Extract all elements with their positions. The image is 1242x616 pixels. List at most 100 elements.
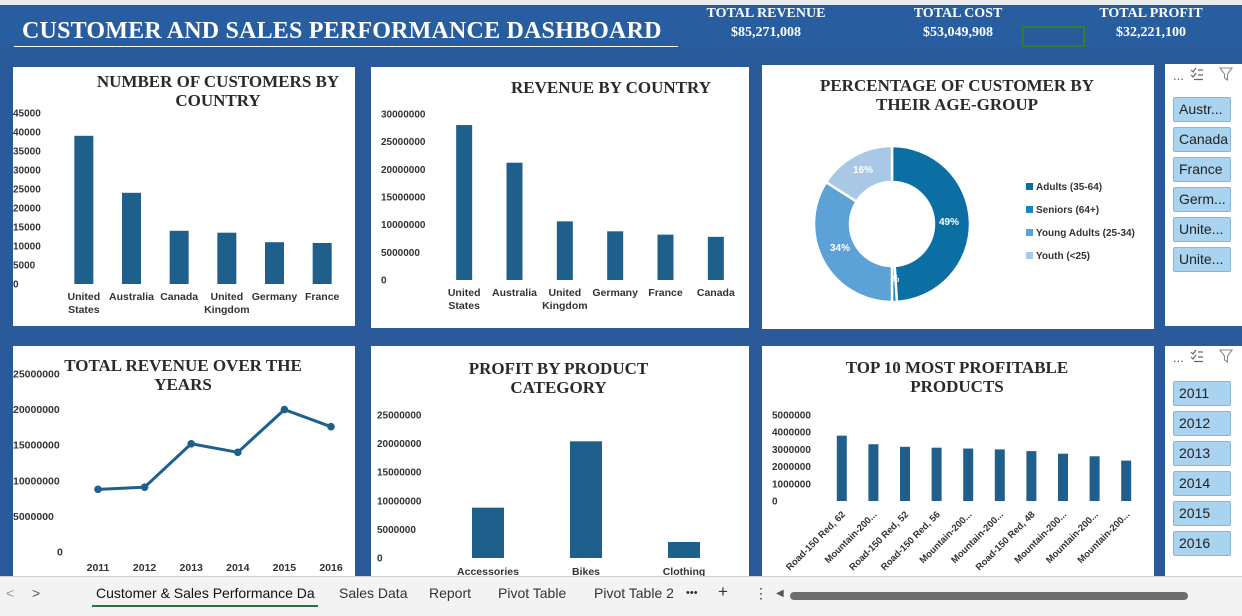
slicer-item-canada[interactable]: Canada [1173, 127, 1231, 152]
x-tick-label: 2016 [319, 562, 343, 574]
y-tick-label: 3000000 [772, 445, 811, 456]
more-sheets-button[interactable]: ••• [686, 587, 698, 599]
bar [836, 435, 847, 501]
x-tick-label: Australia [109, 291, 154, 303]
legend-swatch [1026, 229, 1033, 236]
chart-title: PERCENTAGE OF CUSTOMER BY THEIR AGE-GROU… [819, 76, 1095, 114]
chart-title: PROFIT BY PRODUCT CATEGORY [468, 359, 649, 397]
line-point [280, 405, 289, 414]
tab-report[interactable]: Report [429, 585, 472, 601]
x-tick-label: 2011 [87, 562, 110, 574]
y-tick-label: 4000000 [772, 428, 811, 439]
legend-swatch [1026, 206, 1033, 213]
y-tick-label: 35000 [13, 147, 41, 158]
scroll-left-button[interactable]: ◀ [776, 588, 784, 599]
profit-by-category-panel[interactable]: PROFIT BY PRODUCT CATEGORY 25000000 20000… [371, 346, 749, 580]
active-tab-indicator [92, 605, 318, 607]
y-tick-label: 0 [13, 280, 19, 291]
x-tick-label: Australia [492, 287, 537, 299]
dashboard-title: CUSTOMER AND SALES PERFORMANCE DASHBOARD [22, 18, 662, 44]
title-underline [14, 46, 678, 47]
y-tick-label: 5000000 [772, 411, 811, 422]
x-tick-label: States [68, 304, 100, 316]
y-tick-label: 15000000 [381, 193, 426, 204]
revenue-over-years-panel[interactable]: TOTAL REVENUE OVER THE YEARS 25000000 200… [13, 346, 355, 580]
kpi-value: $53,049,908 [923, 25, 993, 40]
year-slicer[interactable]: ... 2011 2012 2013 2014 2015 2016 [1165, 346, 1242, 578]
tab-customer-sales-dashboard[interactable]: Customer & Sales Performance Da [96, 585, 315, 601]
slicer-item-2012[interactable]: 2012 [1173, 411, 1231, 436]
prev-sheet-button[interactable]: < [6, 585, 15, 601]
clear-filter-icon[interactable] [1219, 67, 1233, 81]
y-tick-label: 45000 [13, 109, 41, 120]
slicer-item-2011[interactable]: 2011 [1173, 381, 1231, 406]
options-button[interactable]: ⋮ [754, 585, 768, 601]
slicer-item-2013[interactable]: 2013 [1173, 441, 1231, 466]
y-tick-label: 5000000 [381, 248, 420, 259]
line-point [327, 422, 335, 431]
x-tick-label: 2012 [133, 562, 157, 574]
add-sheet-button[interactable]: + [718, 582, 728, 601]
kpi-label: TOTAL REVENUE [706, 6, 826, 21]
line-point [94, 485, 102, 494]
x-tick-label: Road-150 Red, 48 [974, 509, 1038, 573]
age-group-panel[interactable]: PERCENTAGE OF CUSTOMER BY THEIR AGE-GROU… [762, 65, 1154, 329]
x-tick-label: Accessories [457, 566, 519, 578]
slicer-item-france[interactable]: France [1173, 157, 1231, 182]
profit-by-category-chart: 25000000 20000000 15000000 10000000 5000000 0… [377, 411, 705, 579]
age-group-donut-chart: 49%1%34%16%Adults (35-64)Seniors (64+)Yo… [812, 144, 1135, 304]
bar [1089, 456, 1100, 501]
multi-select-icon[interactable] [1190, 349, 1204, 363]
bar [472, 507, 504, 558]
tab-pivot-table[interactable]: Pivot Table [498, 585, 567, 601]
slicer-item-2014[interactable]: 2014 [1173, 471, 1231, 496]
bar [668, 541, 700, 558]
bar [1121, 460, 1132, 501]
slicer-item-2016[interactable]: 2016 [1173, 531, 1231, 556]
dashboard-header [0, 0, 1242, 46]
x-tick-label: United [210, 291, 243, 303]
y-tick-label: 20000000 [381, 165, 426, 176]
x-tick-label: Canada [697, 287, 735, 299]
bar [265, 242, 284, 284]
horizontal-scrollbar[interactable] [790, 592, 1188, 600]
clear-filter-icon[interactable] [1219, 349, 1233, 363]
chart-title: REVENUE BY COUNTRY [511, 78, 711, 97]
revenue-by-country-panel[interactable]: REVENUE BY COUNTRY 30000000 25000000 20000… [371, 67, 749, 328]
x-tick-label: Germany [252, 291, 298, 303]
x-tick-label: United [448, 287, 481, 299]
country-slicer[interactable]: ... Austr... Canada France Germ... Unite… [1165, 64, 1242, 326]
top-products-panel[interactable]: TOP 10 MOST PROFITABLE PRODUCTS 5000000 4… [762, 346, 1154, 580]
y-tick-label: 10000000 [381, 220, 426, 231]
x-tick-label: Kingdom [542, 300, 588, 312]
y-tick-label: 20000 [13, 204, 41, 215]
x-tick-label: 2014 [226, 562, 250, 574]
bar [1058, 453, 1068, 501]
y-tick-label: 2000000 [772, 462, 811, 473]
y-tick-label: 10000000 [377, 496, 422, 507]
next-sheet-button[interactable]: > [32, 585, 41, 601]
legend-label: Young Adults (25-34) [1036, 228, 1135, 239]
bar [312, 242, 332, 284]
slicer-item-germany[interactable]: Germ... [1173, 187, 1231, 212]
y-tick-label: 25000000 [381, 137, 426, 148]
tab-sales-data[interactable]: Sales Data [339, 585, 408, 601]
slice-label: 49% [939, 217, 959, 228]
slicer-item-united-kingdom[interactable]: Unite... [1173, 217, 1231, 242]
tab-pivot-table-2[interactable]: Pivot Table 2 [594, 585, 674, 601]
slicer-item-united-states[interactable]: Unite... [1173, 247, 1231, 272]
slicer-item-2015[interactable]: 2015 [1173, 501, 1231, 526]
y-tick-label: 10000 [13, 242, 41, 253]
y-tick-label: 1000000 [772, 479, 811, 490]
multi-select-icon[interactable] [1190, 67, 1204, 81]
slicer-header: ... [1173, 350, 1184, 365]
legend-swatch [1026, 183, 1033, 190]
slicer-item-australia[interactable]: Austr... [1173, 97, 1231, 122]
customers-by-country-panel[interactable]: NUMBER OF CUSTOMERS BY COUNTRY 45000 4000… [13, 67, 355, 326]
bar [657, 234, 674, 280]
y-tick-label: 0 [772, 497, 778, 508]
y-tick-label: 5000 [13, 261, 36, 272]
x-tick-label: Bikes [572, 566, 600, 578]
bar [169, 230, 189, 284]
selected-cell[interactable] [1022, 26, 1085, 47]
